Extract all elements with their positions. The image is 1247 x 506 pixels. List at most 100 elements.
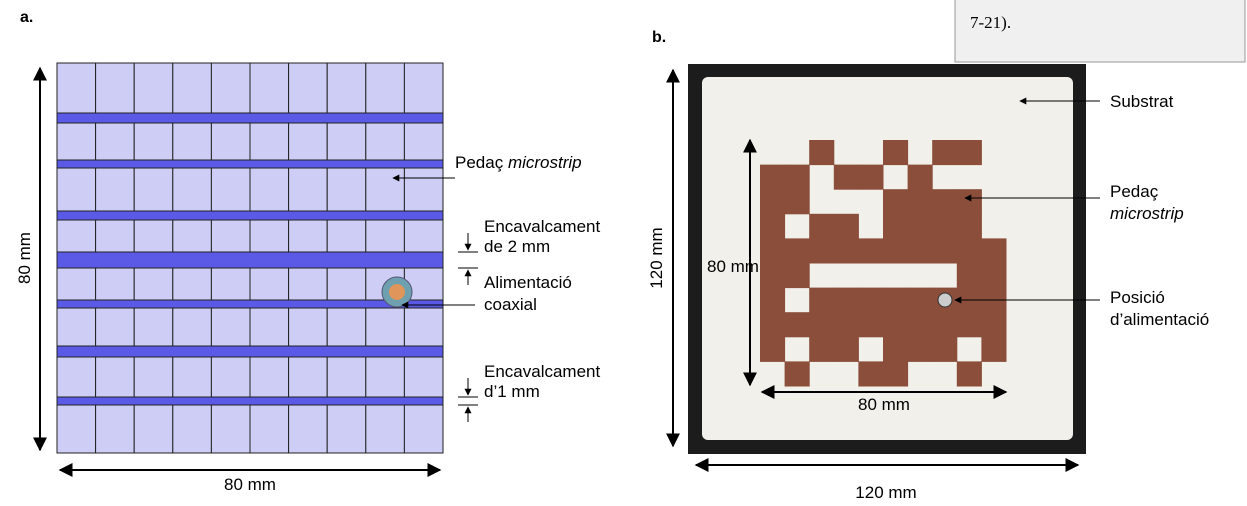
patch-cell <box>211 308 250 346</box>
copper-cell <box>908 214 933 239</box>
patch-cell <box>327 123 366 161</box>
patch-cell <box>250 268 289 300</box>
copper-cell <box>834 238 859 263</box>
copper-cell <box>760 165 785 190</box>
patch-cell <box>96 308 135 346</box>
copper-cell <box>785 263 810 288</box>
panel-label: b. <box>652 29 666 46</box>
copper-cell <box>834 165 859 190</box>
copper-cell <box>858 361 883 386</box>
copper-cell <box>809 140 834 165</box>
patch-cell <box>134 63 173 113</box>
patch-cell <box>173 123 212 161</box>
copper-cell <box>785 165 810 190</box>
patch-cell <box>327 168 366 211</box>
copper-cell <box>957 312 982 337</box>
annotation: Substrat <box>1110 92 1174 111</box>
patch-cell <box>250 308 289 346</box>
patch-cell <box>96 405 135 453</box>
copper-cell <box>883 140 908 165</box>
copper-cell <box>981 263 1006 288</box>
annotation: coaxial <box>484 295 537 314</box>
patch-cell <box>96 220 135 252</box>
overlap-strip <box>57 113 443 123</box>
copper-cell <box>908 238 933 263</box>
copper-cell <box>785 189 810 214</box>
patch-cell <box>366 63 405 113</box>
patch-cell <box>250 357 289 397</box>
copper-cell <box>760 263 785 288</box>
copper-cell <box>957 263 982 288</box>
copper-cell <box>809 337 834 362</box>
annotation: Alimentació <box>484 273 572 292</box>
copper-cell <box>908 288 933 313</box>
patch-cell <box>57 63 96 113</box>
copper-cell <box>760 288 785 313</box>
patch-cell <box>134 308 173 346</box>
copper-cell <box>858 288 883 313</box>
copper-cell <box>785 238 810 263</box>
copper-cell <box>760 189 785 214</box>
patch-cell <box>134 405 173 453</box>
copper-cell <box>834 288 859 313</box>
figure: 7-21). a. 80 mm 80 mm Pedaç microstrip E… <box>0 0 1247 506</box>
patch-cell <box>250 123 289 161</box>
patch-cell <box>57 357 96 397</box>
copper-cell <box>932 140 957 165</box>
patch-cell <box>134 268 173 300</box>
copper-cell <box>883 361 908 386</box>
patch-cell <box>327 308 366 346</box>
copper-cell <box>760 312 785 337</box>
patch-cell <box>134 220 173 252</box>
copper-cell <box>834 312 859 337</box>
patch-cell <box>211 220 250 252</box>
copper-cell <box>957 238 982 263</box>
annotation: d’1 mm <box>484 382 540 401</box>
patch-cell <box>404 123 443 161</box>
patch-cell <box>366 123 405 161</box>
copper-cell <box>809 312 834 337</box>
overlap-strip <box>57 346 443 357</box>
copper-cell <box>883 238 908 263</box>
feed-point <box>938 293 952 307</box>
dim-label: 80 mm <box>707 257 759 276</box>
copper-cell <box>883 189 908 214</box>
copper-cell <box>981 238 1006 263</box>
patch-cell <box>96 268 135 300</box>
patch-cell <box>173 357 212 397</box>
patch-cell <box>211 123 250 161</box>
copper-cell <box>932 312 957 337</box>
patch-cell <box>57 268 96 300</box>
patch-cell <box>211 405 250 453</box>
dim-label: 80 mm <box>15 232 34 284</box>
patch-cell <box>134 123 173 161</box>
patch-cell <box>289 63 328 113</box>
patch-cell <box>173 268 212 300</box>
patch-cell <box>404 168 443 211</box>
patch-cell <box>327 220 366 252</box>
patch-cell <box>404 405 443 453</box>
patch-cell <box>96 168 135 211</box>
patch-cell <box>96 63 135 113</box>
patch-cell <box>366 357 405 397</box>
feed-pin <box>389 284 405 300</box>
overlap-strip <box>57 397 443 405</box>
patch-cell <box>96 357 135 397</box>
patch-cell <box>289 220 328 252</box>
patch-cell <box>289 123 328 161</box>
dim-label: 120 mm <box>647 227 666 288</box>
patch-cell <box>366 168 405 211</box>
overlap-strip <box>57 160 443 168</box>
copper-cell <box>883 337 908 362</box>
patch-cell <box>96 123 135 161</box>
patch-cell <box>250 63 289 113</box>
patch-cell <box>173 63 212 113</box>
panel-label: a. <box>20 9 33 26</box>
copper-cell <box>932 337 957 362</box>
annotation: microstrip <box>1110 204 1184 223</box>
copper-cell <box>883 312 908 337</box>
dim-label: 120 mm <box>855 483 916 502</box>
copper-cell <box>957 214 982 239</box>
copper-cell <box>834 214 859 239</box>
page: {"panel_a":{"label":"a.","height":"80 mm… <box>0 0 1247 506</box>
